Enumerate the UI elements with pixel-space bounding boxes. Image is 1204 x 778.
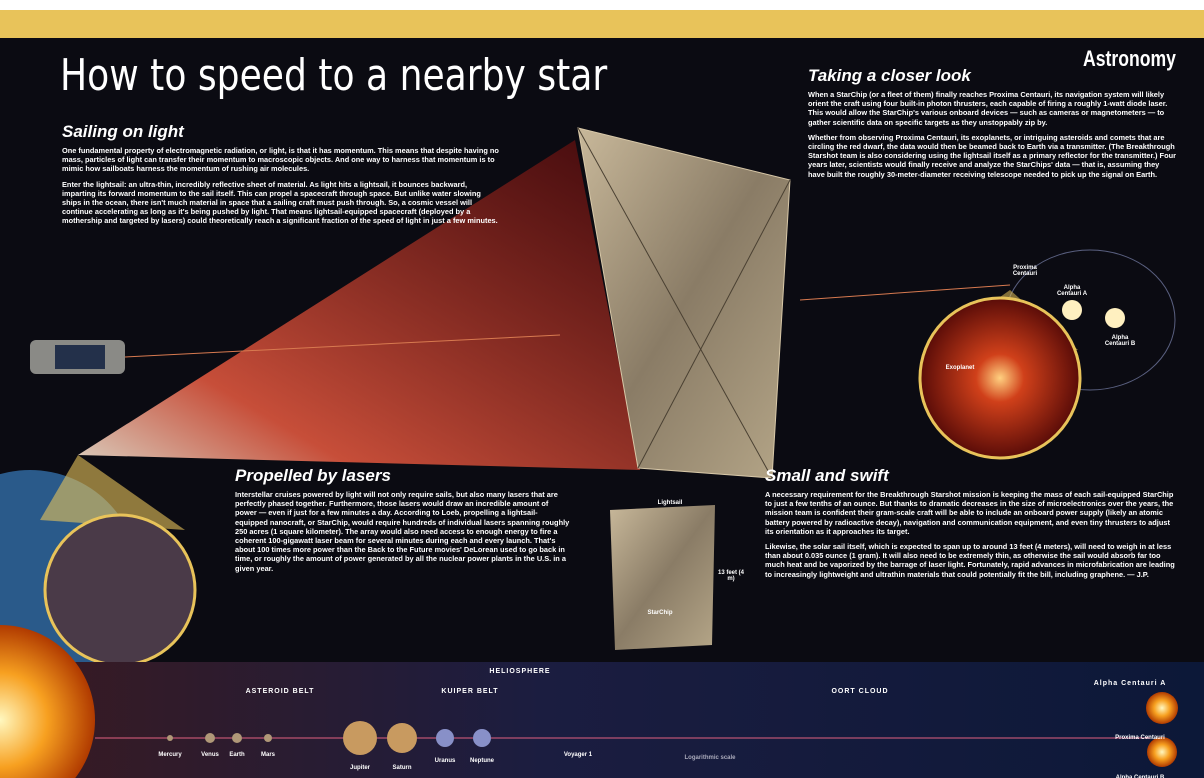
- path: [124, 334, 561, 358]
- path: [799, 284, 1011, 301]
- object-label: Neptune: [470, 758, 494, 764]
- planet: [387, 723, 417, 753]
- region-label: HELIOSPHERE: [489, 668, 551, 675]
- scale-strip: [0, 662, 1204, 778]
- object-label: Alpha Centauri B: [1115, 775, 1165, 778]
- label: Alpha Centauri B: [1104, 335, 1136, 347]
- section-body: A necessary requirement for the Breakthr…: [765, 490, 1175, 579]
- object-label: Voyager 1: [563, 752, 593, 758]
- paragraph: Likewise, the solar sail itself, which i…: [765, 542, 1175, 579]
- laser-beam: [78, 140, 640, 470]
- section-heading: Small and swift: [765, 466, 889, 485]
- mothership-panel: [55, 345, 105, 369]
- star: [1147, 737, 1177, 767]
- object-label: Venus: [201, 752, 219, 758]
- sail-strut: [637, 179, 791, 469]
- object-label: Proxima Centauri: [1115, 735, 1165, 741]
- object-label: Earth: [229, 752, 245, 758]
- logo: Astronomy: [1083, 46, 1176, 71]
- paragraph: One fundamental property of electromagne…: [62, 146, 499, 174]
- section-heading: Taking a closer look: [808, 66, 971, 85]
- section-body: One fundamental property of electromagne…: [62, 146, 502, 226]
- star: [1146, 692, 1178, 724]
- proxima-inset: [918, 296, 1082, 460]
- planet: [473, 729, 491, 747]
- object-label: Saturn: [392, 765, 412, 771]
- object-label: Mercury: [158, 752, 182, 758]
- label: 13 feet (4 m): [717, 570, 744, 582]
- scale-note: Logarithmic scale: [684, 755, 736, 761]
- section-heading: Sailing on light: [62, 122, 184, 141]
- top-band: [0, 10, 1204, 38]
- section-body: When a StarChip (or a fleet of them) fin…: [808, 90, 1178, 179]
- section: Taking a closer look When a StarChip (or …: [808, 66, 1178, 185]
- label: StarChip: [647, 610, 673, 616]
- laser-array: [43, 513, 197, 667]
- planet: [167, 735, 173, 741]
- planet: [264, 734, 272, 742]
- planet: [232, 733, 242, 743]
- sail-strut: [577, 127, 773, 479]
- alpha-b: [1105, 308, 1125, 328]
- sail-diagram: [610, 505, 715, 650]
- planet: [205, 733, 215, 743]
- object-label: Jupiter: [349, 765, 370, 771]
- paragraph: When a StarChip (or a fleet of them) fin…: [808, 90, 1168, 127]
- label: Alpha Centauri A: [1056, 285, 1088, 297]
- label: Exoplanet: [945, 365, 975, 371]
- planet: [343, 721, 377, 755]
- region-label: OORT CLOUD: [831, 688, 889, 695]
- object-label: Uranus: [434, 758, 456, 764]
- sun: [0, 625, 95, 778]
- section: Sailing on light One fundamental property…: [62, 122, 502, 232]
- label: Lightsail: [657, 500, 683, 506]
- region-label: Alpha Centauri A: [1093, 680, 1167, 687]
- section-heading: Propelled by lasers: [235, 466, 391, 485]
- paragraph: Enter the lightsail: an ultra-thin, incr…: [62, 179, 498, 226]
- paragraph: A necessary requirement for the Breakthr…: [765, 490, 1174, 536]
- title: How to speed to a nearby star: [60, 50, 608, 101]
- paragraph: Whether from observing Proxima Centauri,…: [808, 132, 1176, 179]
- alpha-a: [1062, 300, 1082, 320]
- object-label: Mars: [260, 752, 275, 758]
- section: Small and swift A necessary requirement f…: [765, 466, 1175, 585]
- section: Propelled by lasers Interstellar cruises …: [235, 466, 570, 579]
- callout: [40, 455, 185, 530]
- planet: [436, 729, 454, 747]
- section-body: Interstellar cruises powered by light wi…: [235, 490, 570, 573]
- region-label: KUIPER BELT: [441, 688, 499, 695]
- label: Proxima Centauri: [1012, 265, 1038, 277]
- paragraph: Interstellar cruises powered by light wi…: [235, 490, 570, 573]
- region-label: ASTEROID BELT: [245, 688, 315, 695]
